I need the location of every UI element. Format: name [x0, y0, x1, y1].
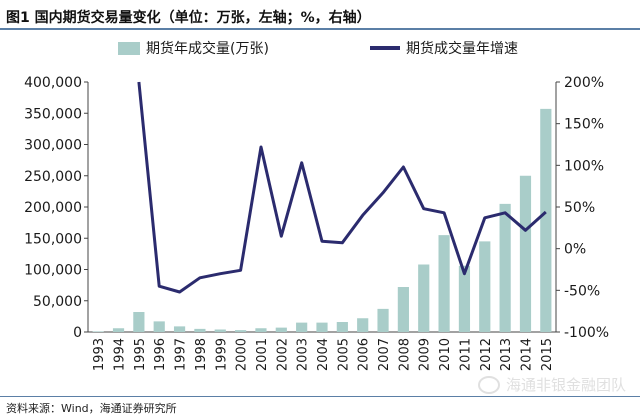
bar-1998 [194, 328, 206, 332]
x-tick-label: 2013 [499, 338, 514, 371]
y-left-tick-label: 200,000 [24, 200, 82, 216]
y-right-tick-label: 150% [564, 117, 604, 133]
bar-2008 [397, 287, 409, 332]
y-left-tick-label: 350,000 [24, 106, 82, 122]
x-tick-label: 2008 [397, 338, 412, 371]
legend: 期货年成交量(万张) 期货成交量年增速 [0, 38, 640, 60]
chart-labels: 0 50,000 100,000 150,000 200,000 250,000 300,0… [24, 75, 609, 371]
x-tick-label: 1998 [194, 338, 209, 371]
x-tick-label: 2000 [235, 338, 250, 371]
wechat-icon [477, 375, 500, 394]
x-tick-label: 1995 [133, 338, 148, 371]
bar-2004 [316, 322, 328, 332]
watermark: 海通非银金融团队 [477, 374, 626, 395]
chart-line [137, 81, 547, 294]
x-tick-label: 1996 [153, 338, 168, 371]
y-left-tick-label: 400,000 [24, 75, 82, 91]
bar-1996 [153, 321, 165, 332]
bar-2003 [296, 322, 308, 332]
x-tick-label: 1999 [214, 338, 229, 371]
x-tick-label: 2012 [479, 338, 494, 371]
y-right-tick-label: 50% [564, 200, 595, 216]
y-left-tick-label: 150,000 [24, 231, 82, 247]
bar-1994 [112, 328, 125, 332]
bar-1995 [133, 312, 145, 332]
footer-rule [0, 396, 640, 397]
legend-item-growth: 期货成交量年增速 [370, 38, 518, 58]
x-tick-label: 2007 [377, 338, 392, 371]
x-tick-label: 2004 [316, 338, 331, 371]
bar-2009 [418, 264, 430, 332]
bar-2012 [479, 241, 491, 332]
x-tick-label: 2010 [438, 338, 453, 371]
bar-1993 [92, 331, 104, 332]
y-left-tick-label: 300,000 [24, 138, 82, 154]
legend-label-volume: 期货年成交量(万张) [146, 41, 269, 57]
y-right-tick-label: 0% [564, 242, 586, 258]
x-tick-label: 2002 [275, 338, 290, 371]
bar-2010 [438, 235, 450, 332]
bar-2005 [336, 322, 348, 332]
y-left-tick-label: 100,000 [24, 263, 82, 279]
x-tick-label: 1994 [113, 338, 128, 371]
x-tick-label: 2014 [519, 338, 534, 371]
legend-label-growth: 期货成交量年增速 [406, 41, 518, 57]
x-tick-label: 2005 [336, 338, 351, 371]
y-left-tick-label: 0 [73, 325, 82, 341]
x-tick-label: 2009 [418, 338, 433, 371]
y-left-tick-label: 50,000 [33, 294, 82, 310]
x-tick-label: 2006 [357, 338, 372, 371]
bar-1999 [214, 329, 226, 332]
legend-item-volume: 期货年成交量(万张) [118, 38, 269, 58]
x-tick-label: 1997 [174, 338, 189, 371]
bar-2015 [540, 108, 552, 332]
x-tick-label: 2001 [255, 338, 270, 371]
chart-bars [92, 108, 552, 332]
x-tick-label: 2003 [296, 338, 311, 371]
bar-2000 [235, 330, 247, 332]
bar-2006 [357, 318, 369, 332]
bar-2014 [519, 175, 532, 332]
bar-1997 [173, 326, 186, 332]
bar-2007 [377, 308, 389, 332]
bar-2011 [458, 265, 471, 332]
source-note: 资料来源：Wind，海通证券研究所 [6, 402, 177, 415]
y-left-tick-label: 250,000 [24, 169, 82, 185]
legend-swatch-line [370, 46, 400, 50]
bar-2001 [255, 328, 267, 332]
watermark-text: 海通非银金融团队 [505, 376, 626, 394]
bar-2013 [499, 203, 511, 332]
chart-title: 图1 国内期货交易量变化（单位：万张，左轴；%，右轴） [6, 10, 371, 26]
x-tick-label: 2015 [540, 338, 555, 371]
legend-swatch-bar [118, 41, 140, 55]
x-tick-label: 2011 [458, 338, 473, 371]
chart-plot: 0 50,000 100,000 150,000 200,000 250,000 300,0… [24, 75, 609, 371]
x-tick-label: 1993 [92, 338, 107, 371]
bar-2002 [275, 327, 287, 332]
title-bar: 图1 国内期货交易量变化（单位：万张，左轴；%，右轴） [0, 0, 640, 30]
y-right-tick-label: 100% [564, 158, 604, 174]
y-right-tick-label: 200% [564, 75, 604, 91]
y-right-tick-label: -100% [564, 325, 609, 341]
y-right-tick-label: -50% [564, 283, 600, 299]
title-rule [0, 28, 640, 30]
